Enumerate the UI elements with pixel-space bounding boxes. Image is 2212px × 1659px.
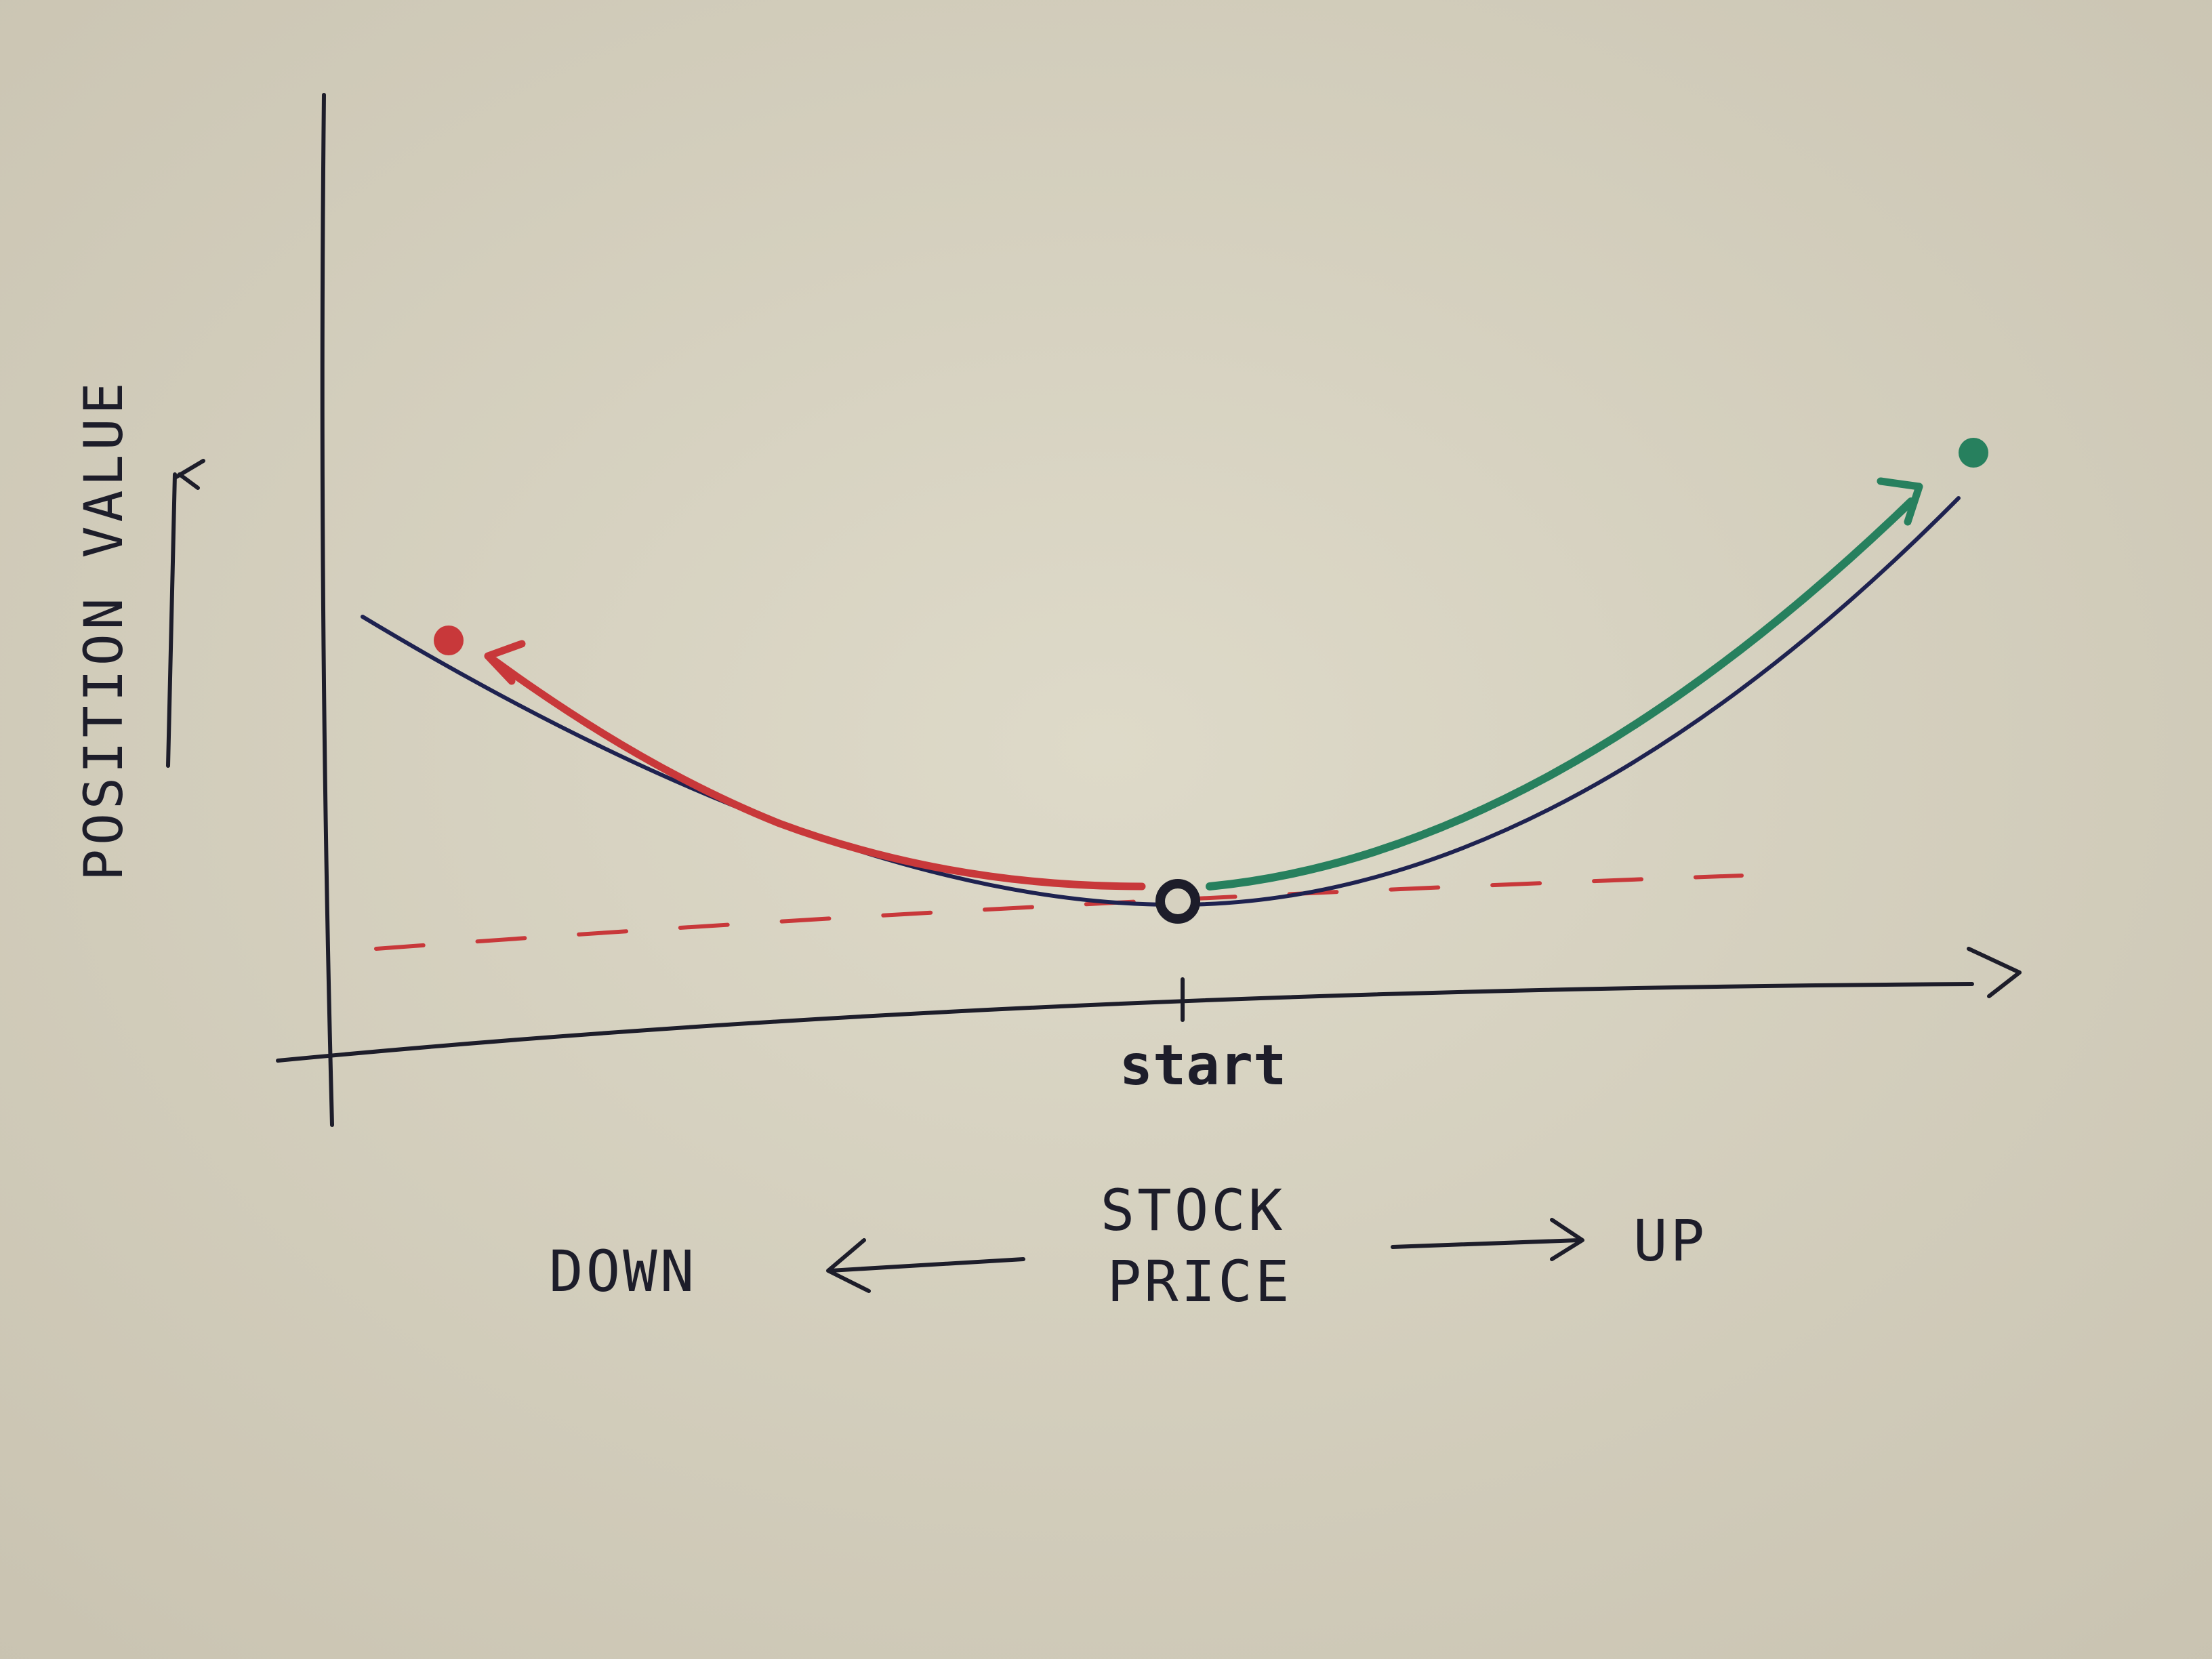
down-endpoint-dot bbox=[434, 626, 464, 655]
down-path-arrow-icon bbox=[484, 640, 526, 685]
y-axis-label: POSITION VALUE bbox=[74, 379, 135, 881]
start-tick-label: start bbox=[1120, 1033, 1287, 1098]
x-axis-line bbox=[276, 982, 1974, 1063]
down-label: DOWN bbox=[549, 1238, 697, 1305]
up-label: UP bbox=[1633, 1208, 1707, 1274]
start-point-marker bbox=[1155, 879, 1200, 924]
x-axis-label-line2: PRICE bbox=[1107, 1248, 1292, 1315]
up-path bbox=[1206, 497, 1915, 890]
down-path bbox=[491, 657, 1146, 890]
up-arrow-icon bbox=[1391, 1218, 1584, 1261]
up-endpoint-dot bbox=[1959, 438, 1988, 468]
up-path-arrow-icon bbox=[1877, 477, 1923, 526]
x-axis-arrow-icon bbox=[1967, 947, 2022, 998]
y-axis-line bbox=[320, 93, 334, 1127]
baseline-dashed-line bbox=[374, 874, 1744, 951]
x-axis-label-line1: STOCK bbox=[1101, 1177, 1286, 1244]
y-axis-arrow-icon bbox=[166, 459, 205, 768]
down-arrow-icon bbox=[826, 1238, 1025, 1293]
